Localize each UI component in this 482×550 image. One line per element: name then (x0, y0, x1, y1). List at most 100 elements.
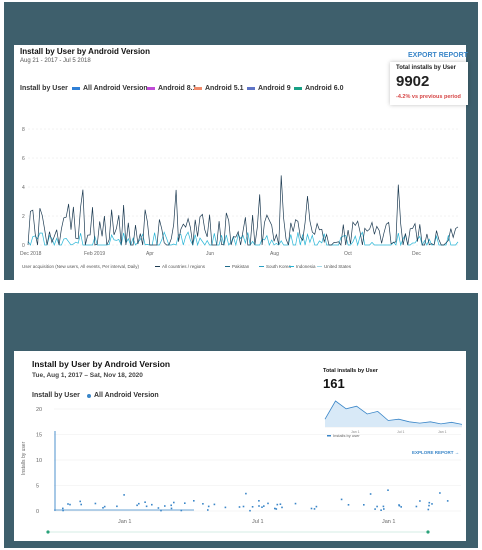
mini-sparkline-area (325, 401, 462, 427)
legend-swatch (155, 265, 160, 268)
data-point (170, 507, 173, 510)
mini-x-tick-label: Jan 1 (438, 430, 447, 434)
data-point (428, 504, 430, 507)
panel2-title: Install by User by Android Version (32, 359, 171, 369)
data-point (261, 506, 263, 508)
data-point (151, 503, 153, 506)
y-tick-label: 0 (22, 243, 25, 249)
panel2-legend-series[interactable]: All Android Version (87, 392, 159, 399)
data-point (123, 494, 125, 496)
mini-legend-swatch (327, 435, 331, 437)
data-point (207, 505, 210, 508)
data-point (136, 504, 138, 507)
data-point (138, 502, 140, 505)
data-point (164, 505, 166, 507)
data-point (69, 503, 71, 506)
data-point (193, 500, 195, 502)
data-point (145, 505, 148, 508)
data-point (369, 493, 372, 495)
y-tick-label: 15 (36, 433, 42, 439)
kpi-card: Total installs by User 9902 -4.2% vs pre… (390, 62, 468, 105)
y-axis-label: Installs by user (21, 441, 27, 475)
data-point (315, 505, 318, 508)
legend-item-android-9[interactable]: Android 9 (247, 85, 291, 92)
panel1-date-range: Aug 21 - 2017 - Jul 5 2018 (20, 58, 91, 64)
x-tick-label: Jan 1 (118, 519, 131, 525)
x-tick-label: Dec (412, 251, 421, 257)
footer-legend-item[interactable]: Pakistan (225, 264, 249, 269)
data-point (428, 501, 431, 504)
data-point (383, 508, 385, 510)
data-point (376, 505, 378, 508)
explore-report-link[interactable]: EXPLORE REPORT → (412, 450, 460, 455)
mini-sparkline (324, 400, 463, 425)
kpi-value: 9902 (396, 73, 430, 90)
footer-legend-item[interactable]: South Korea (259, 264, 291, 269)
x-tick-label: Apr (146, 251, 154, 257)
legend-item-android-8-1[interactable]: Android 8.1 (147, 85, 197, 92)
legend-swatch (225, 265, 230, 268)
mini-x-tick-label: Jul 1 (397, 430, 404, 434)
range-slider-handle-left (46, 530, 50, 534)
legend-item-android-6-0[interactable]: Android 6.0 (294, 85, 344, 92)
data-point (387, 489, 389, 491)
panel1-chart: 8 6 4 2 0 Dec 2018 Feb 2019 Apr Jun Aug Oct Dec (20, 127, 459, 257)
data-point (224, 506, 227, 509)
data-point (202, 503, 204, 505)
data-point (276, 503, 279, 506)
legend-swatch (294, 87, 302, 90)
data-point (157, 507, 160, 509)
x-tick-label: Dec 2018 (20, 251, 42, 257)
legend-swatch (289, 265, 294, 268)
panel2-legend-label: Install by User (32, 392, 80, 399)
footer-legend-item[interactable]: Indonesia (289, 264, 316, 269)
footer-metric-label: User acquisition (New users, All events,… (22, 264, 140, 269)
data-point (102, 507, 104, 509)
data-point (398, 504, 400, 506)
x-tick-label: Jun (206, 251, 214, 257)
bottom-chart-card: Install by User by Android Version Tue, … (14, 351, 466, 541)
footer-legend-item[interactable]: All countries / regions (155, 264, 205, 269)
data-point (363, 504, 365, 506)
y-tick-label: 10 (36, 458, 42, 464)
legend-swatch (247, 87, 255, 90)
data-point (439, 492, 441, 494)
data-point (419, 500, 421, 502)
data-point (310, 507, 313, 510)
x-tick-label: Aug (270, 251, 279, 257)
data-point (103, 505, 106, 508)
kpi-label: Total installs by User (396, 65, 456, 71)
data-point (374, 508, 376, 510)
x-tick-label: Jul 1 (252, 519, 264, 525)
range-slider-handle-right (426, 530, 430, 534)
legend-item-install-by-user: Install by User (20, 85, 68, 92)
data-point (94, 502, 97, 505)
export-report-link[interactable]: EXPORT REPORT (408, 52, 468, 59)
data-point (144, 501, 146, 503)
data-point (415, 505, 418, 508)
data-point (263, 505, 265, 507)
data-point (274, 507, 276, 510)
arrow-right-icon: → (454, 450, 460, 455)
legend-item-android-5-1[interactable]: Android 5.1 (194, 85, 244, 92)
data-point (173, 501, 175, 504)
kpi-change: -4.2% vs previous period (396, 94, 461, 100)
data-point (79, 500, 81, 503)
series-line-secondary (27, 231, 459, 247)
data-point (251, 506, 254, 508)
data-point (180, 509, 183, 512)
y-tick-label: 5 (36, 484, 39, 490)
data-point (275, 508, 278, 510)
legend-item-all-android[interactable]: All Android Version (72, 85, 148, 92)
data-point (267, 502, 269, 505)
y-tick-label: 6 (22, 156, 25, 162)
data-point (207, 509, 209, 511)
data-point (258, 505, 260, 507)
top-chart-card: Install by User by Android Version Aug 2… (14, 45, 468, 283)
data-point (213, 503, 216, 506)
footer-legend-item[interactable]: United States (317, 264, 351, 269)
legend-swatch (87, 393, 91, 398)
data-point (67, 503, 69, 505)
y-tick-label: 4 (22, 185, 25, 191)
data-point (80, 503, 82, 506)
